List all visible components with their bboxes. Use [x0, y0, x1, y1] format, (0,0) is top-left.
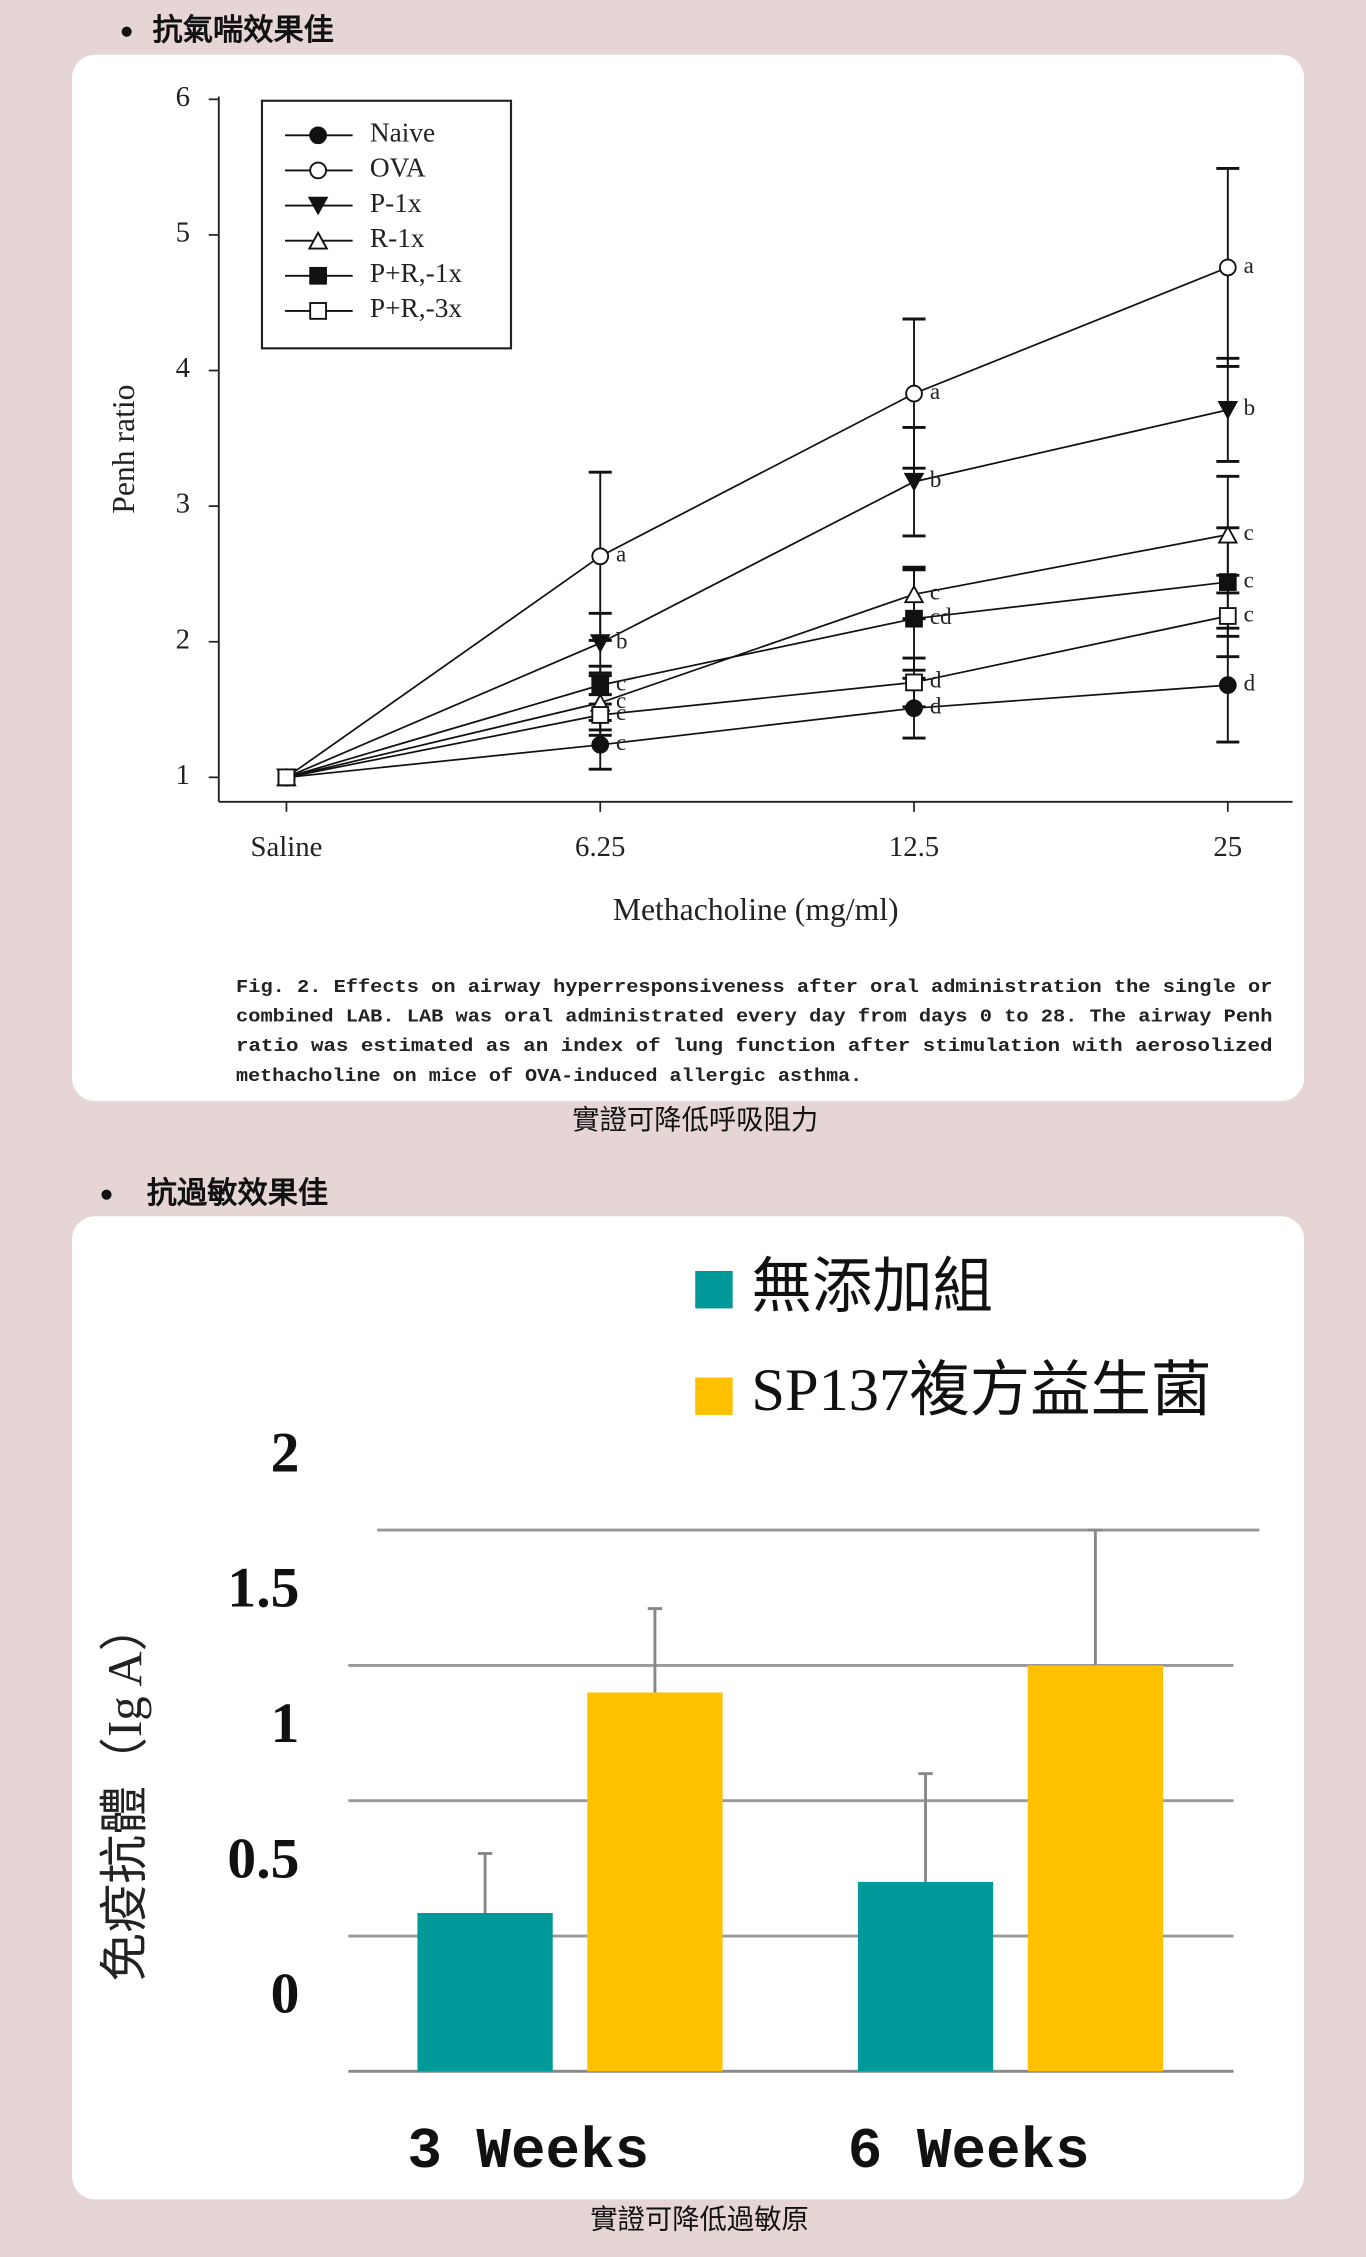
bar	[1027, 1665, 1164, 2072]
marker	[903, 584, 925, 604]
y-tick-label: 3	[176, 488, 190, 520]
series-line	[286, 581, 1228, 779]
point-letter: d	[930, 667, 942, 693]
legend-label: 無添加組	[751, 1253, 993, 1320]
point-letter: d	[930, 692, 942, 718]
x-tick-label: 3 Weeks	[407, 2120, 649, 2185]
y-tick-label: 2	[271, 1421, 300, 1484]
marker	[905, 609, 923, 628]
marker	[1218, 258, 1237, 277]
legend-box	[260, 99, 513, 350]
point-letter: c	[1244, 600, 1254, 626]
bullet	[121, 26, 132, 37]
bullet	[101, 1189, 112, 1200]
marker	[905, 699, 923, 718]
point-letter: c	[1244, 519, 1254, 545]
series-line	[286, 409, 1229, 779]
series-line	[286, 533, 1228, 779]
y-tick-label: 1	[176, 759, 190, 791]
legend-label: SP137複方益生菌	[751, 1357, 1211, 1424]
y-tick-label: 1	[271, 1692, 300, 1755]
marker	[277, 768, 296, 787]
legend-label: Naive	[370, 118, 435, 148]
marker	[591, 676, 610, 694]
marker	[1218, 676, 1237, 694]
point-letter: c	[616, 699, 626, 725]
legend-label: R-1x	[370, 223, 425, 253]
bar	[417, 1913, 553, 2072]
marker	[307, 230, 329, 250]
series-line	[285, 266, 1229, 779]
y-tick-label: 2	[176, 623, 190, 655]
caption: 實證可降低呼吸阻力	[572, 1105, 818, 1136]
y-tick-label: 4	[176, 352, 190, 384]
x-tick-label: Saline	[250, 831, 322, 863]
y-axis-label: Penh ratio	[106, 384, 141, 513]
marker	[309, 302, 327, 320]
y-tick-label: 5	[176, 217, 190, 249]
point-letter: c	[616, 729, 626, 755]
marker	[905, 384, 923, 403]
marker	[1217, 524, 1239, 544]
point-letter: b	[930, 466, 942, 492]
marker	[309, 161, 327, 180]
legend-swatch	[695, 1271, 733, 1309]
point-letter: a	[930, 378, 940, 404]
point-letter: cd	[930, 603, 952, 629]
y-tick-label: 1.5	[227, 1557, 299, 1620]
y-tick-label: 6	[176, 81, 190, 113]
marker	[309, 126, 327, 145]
marker	[307, 196, 329, 216]
caption: 實證可降低過敏原	[590, 2205, 809, 2236]
point-letter: c	[616, 669, 626, 695]
y-tick-label: 0.5	[227, 1827, 299, 1890]
point-letter: b	[616, 627, 628, 653]
x-tick-label: 12.5	[889, 831, 939, 863]
marker	[1218, 573, 1237, 591]
figure-note: Fig. 2. Effects on airway hyperresponsiv…	[236, 978, 1272, 998]
series-line	[286, 615, 1228, 779]
bar	[587, 1692, 723, 2072]
bar	[857, 1881, 994, 2072]
point-letter: c	[616, 687, 626, 713]
marker	[903, 472, 925, 492]
marker	[905, 673, 923, 692]
x-tick-label: 25	[1213, 831, 1242, 863]
legend-swatch	[695, 1377, 733, 1415]
marker	[591, 706, 610, 724]
marker	[589, 634, 611, 653]
x-tick-label: 6 Weeks	[848, 2120, 1090, 2185]
legend-label: P+R,-3x	[370, 293, 462, 323]
section-heading: 抗氣喘效果佳	[153, 12, 334, 48]
figure-note: combined LAB. LAB was oral administrated…	[236, 1008, 1272, 1028]
figure-note: methacholine on mice of OVA-induced alle…	[236, 1067, 862, 1087]
y-axis-label: 免疫抗體（Ig A）	[97, 1602, 152, 1981]
y-tick-label: 0	[271, 1963, 300, 2026]
marker	[309, 266, 327, 285]
point-letter: a	[616, 541, 626, 567]
point-letter: c	[930, 579, 940, 605]
marker	[1218, 607, 1237, 625]
series-line	[286, 684, 1228, 779]
chart-card	[71, 54, 1305, 1102]
legend-label: OVA	[370, 153, 426, 183]
x-axis-label: Methacholine (mg/ml)	[613, 892, 899, 927]
point-letter: b	[1244, 394, 1256, 420]
point-letter: d	[1244, 669, 1256, 695]
marker	[591, 735, 610, 754]
figure-note: ratio was estimated as an index of lung …	[236, 1037, 1272, 1057]
legend-label: P+R,-1x	[370, 258, 462, 288]
legend-label: P-1x	[370, 188, 422, 218]
point-letter: c	[1244, 566, 1254, 592]
point-letter: a	[1244, 252, 1254, 278]
section-heading: 抗過敏效果佳	[147, 1175, 328, 1211]
marker	[1217, 401, 1239, 420]
marker	[591, 547, 610, 566]
x-tick-label: 6.25	[575, 831, 625, 863]
